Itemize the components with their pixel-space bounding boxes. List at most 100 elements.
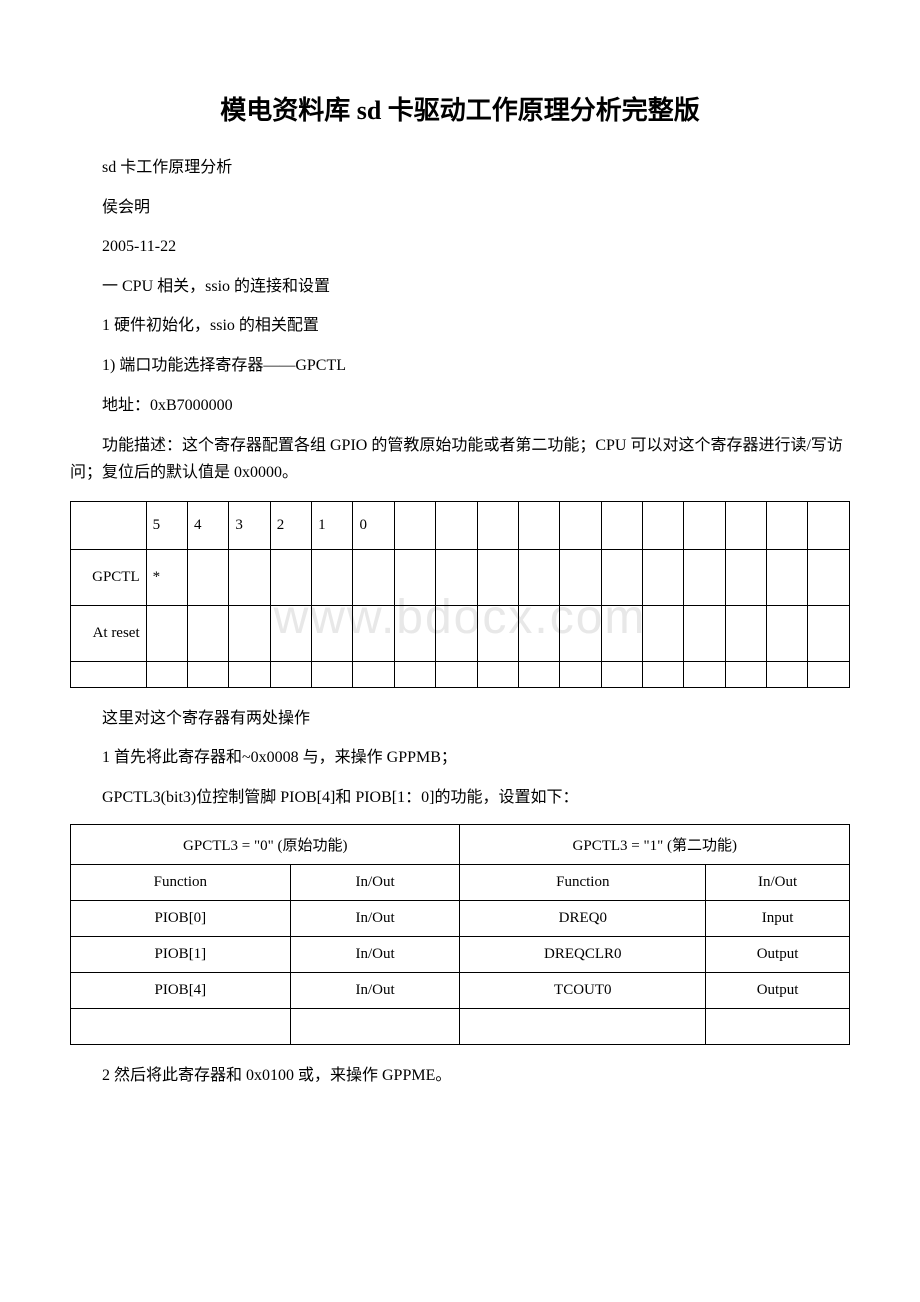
table-row: At reset <box>71 605 850 661</box>
line-author: 侯会明 <box>70 195 850 221</box>
reg-cell <box>642 549 683 605</box>
reg-cell <box>725 605 766 661</box>
line-address: 地址：0xB7000000 <box>70 393 850 419</box>
reg-cell <box>518 501 559 549</box>
reg-cell: 0 <box>353 501 394 549</box>
reg-cell <box>146 661 187 687</box>
table-row: PIOB[1] In/Out DREQCLR0 Output <box>71 937 850 973</box>
reg-cell <box>229 549 270 605</box>
table-row: GPCTL * <box>71 549 850 605</box>
reg-cell <box>642 605 683 661</box>
func-cell: TCOUT0 <box>460 973 706 1009</box>
reg-cell <box>518 661 559 687</box>
reg-cell <box>601 605 642 661</box>
reg-cell <box>394 605 435 661</box>
reg-cell: 2 <box>270 501 311 549</box>
line-op-2: 2 然后将此寄存器和 0x0100 或，来操作 GPPME。 <box>70 1063 850 1089</box>
func-cell: In/Out <box>290 901 460 937</box>
table-row: PIOB[0] In/Out DREQ0 Input <box>71 901 850 937</box>
line-section-1: 一 CPU 相关，ssio 的连接和设置 <box>70 274 850 300</box>
reg-cell <box>436 549 477 605</box>
reg-cell <box>725 549 766 605</box>
reg-cell <box>312 549 353 605</box>
reg-cell <box>477 661 518 687</box>
reg-cell <box>353 605 394 661</box>
reg-cell <box>270 549 311 605</box>
reg-cell <box>725 501 766 549</box>
func-cell <box>706 1009 850 1045</box>
func-subheader: In/Out <box>290 865 460 901</box>
reg-cell <box>767 605 808 661</box>
reg-cell <box>767 549 808 605</box>
reg-cell <box>229 605 270 661</box>
func-cell: In/Out <box>290 973 460 1009</box>
reg-cell <box>601 549 642 605</box>
reg-cell <box>353 549 394 605</box>
line-date: 2005-11-22 <box>70 234 850 260</box>
reg-cell <box>684 605 725 661</box>
reg-row-label <box>71 661 147 687</box>
table-row: 5 4 3 2 1 0 <box>71 501 850 549</box>
reg-cell <box>684 501 725 549</box>
func-cell: PIOB[4] <box>71 973 291 1009</box>
reg-cell <box>601 501 642 549</box>
table-row <box>71 1009 850 1045</box>
func-cell: In/Out <box>290 937 460 973</box>
reg-cell <box>436 501 477 549</box>
func-cell <box>71 1009 291 1045</box>
paragraph-desc: 功能描述：这个寄存器配置各组 GPIO 的管教原始功能或者第二功能；CPU 可以… <box>70 432 850 486</box>
reg-cell <box>477 605 518 661</box>
line-section-1-1: 1 硬件初始化，ssio 的相关配置 <box>70 313 850 339</box>
reg-cell <box>394 549 435 605</box>
reg-cell <box>394 501 435 549</box>
line-gpctl3: GPCTL3(bit3)位控制管脚 PIOB[4]和 PIOB[1：0]的功能，… <box>70 785 850 811</box>
reg-cell <box>560 605 601 661</box>
reg-cell <box>684 661 725 687</box>
reg-cell <box>642 661 683 687</box>
table-row: PIOB[4] In/Out TCOUT0 Output <box>71 973 850 1009</box>
line-op-1: 1 首先将此寄存器和~0x0008 与，来操作 GPPMB； <box>70 745 850 771</box>
table-row: Function In/Out Function In/Out <box>71 865 850 901</box>
reg-cell <box>146 605 187 661</box>
reg-cell <box>725 661 766 687</box>
func-subheader: Function <box>71 865 291 901</box>
func-cell: Output <box>706 973 850 1009</box>
reg-cell: 1 <box>312 501 353 549</box>
reg-cell <box>518 605 559 661</box>
reg-cell <box>808 501 850 549</box>
reg-cell <box>436 605 477 661</box>
func-subheader: Function <box>460 865 706 901</box>
reg-cell <box>684 549 725 605</box>
reg-cell <box>808 605 850 661</box>
reg-cell <box>808 549 850 605</box>
reg-cell <box>229 661 270 687</box>
reg-cell <box>436 661 477 687</box>
reg-row-label: At reset <box>71 605 147 661</box>
reg-cell <box>560 549 601 605</box>
reg-cell <box>312 605 353 661</box>
line-ops-intro: 这里对这个寄存器有两处操作 <box>70 706 850 732</box>
register-table: 5 4 3 2 1 0 GPCTL * <box>70 501 850 688</box>
reg-cell <box>642 501 683 549</box>
reg-cell <box>808 661 850 687</box>
func-cell: PIOB[0] <box>71 901 291 937</box>
document-content: 模电资料库 sd 卡驱动工作原理分析完整版 sd 卡工作原理分析 侯会明 200… <box>70 90 850 1089</box>
reg-cell <box>767 501 808 549</box>
reg-cell <box>560 501 601 549</box>
func-subheader: In/Out <box>706 865 850 901</box>
reg-cell: 5 <box>146 501 187 549</box>
func-cell <box>460 1009 706 1045</box>
reg-cell <box>270 605 311 661</box>
func-cell: DREQ0 <box>460 901 706 937</box>
reg-cell <box>767 661 808 687</box>
reg-cell <box>312 661 353 687</box>
func-header-1: GPCTL3 = "1" (第二功能) <box>460 825 850 865</box>
table-row: GPCTL3 = "0" (原始功能) GPCTL3 = "1" (第二功能) <box>71 825 850 865</box>
reg-cell <box>601 661 642 687</box>
reg-row-label: GPCTL <box>71 549 147 605</box>
reg-cell: 3 <box>229 501 270 549</box>
reg-cell <box>188 605 229 661</box>
line-subject: sd 卡工作原理分析 <box>70 155 850 181</box>
reg-cell <box>477 501 518 549</box>
reg-cell <box>270 661 311 687</box>
